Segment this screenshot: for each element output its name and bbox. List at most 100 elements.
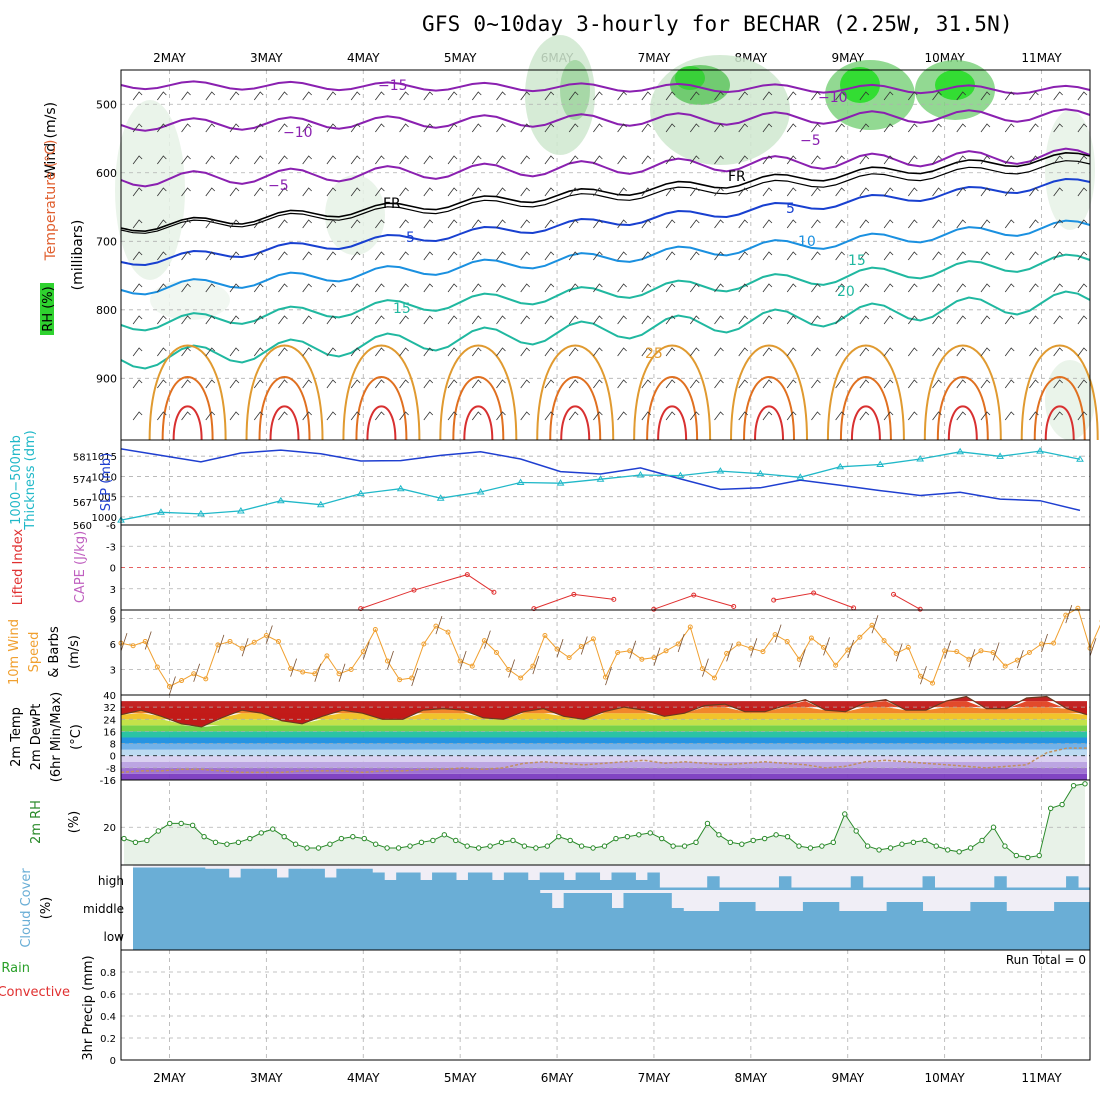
cloud-high <box>575 872 589 890</box>
wind-barb <box>568 187 579 197</box>
wind-barb <box>1004 187 1015 197</box>
wind-speed-marker <box>445 629 451 635</box>
temp-band <box>121 743 1087 750</box>
precip-tick-label: 0.4 <box>100 1012 116 1023</box>
wind-speed-marker <box>227 638 233 644</box>
wind-barb <box>278 283 288 293</box>
cloud-high <box>743 887 756 890</box>
wind-barb <box>471 315 482 325</box>
lifted-index-marker <box>531 606 537 612</box>
wind-barb <box>350 219 361 229</box>
wind-barb <box>835 283 845 293</box>
wind-speed-marker <box>1063 612 1069 618</box>
lifted-index-marker <box>464 572 470 578</box>
wind-barb <box>229 347 240 357</box>
isotherm-label-fr2: FR <box>728 169 746 185</box>
wind-barb <box>375 91 385 101</box>
cloud-high <box>1006 887 1019 890</box>
wind-barb <box>689 219 700 229</box>
temp-band <box>121 713 1087 727</box>
wind-speed-marker <box>433 623 439 629</box>
wind-barb <box>689 347 700 357</box>
wind-barb <box>1053 315 1063 325</box>
wind-barb <box>229 379 240 389</box>
surface-wind-barb <box>193 663 201 682</box>
wind-barb <box>471 411 482 421</box>
wind-barb <box>1004 123 1015 133</box>
wind-barb <box>157 347 167 357</box>
thickness-marker <box>1076 455 1084 462</box>
wind-barb <box>835 379 845 389</box>
wind-barb <box>883 187 894 197</box>
wind-barb <box>544 155 555 165</box>
wind-barb <box>423 347 434 357</box>
cloud-middle <box>623 893 636 920</box>
warm-contour <box>439 344 518 441</box>
wind-barb <box>302 155 312 165</box>
wind-barb <box>205 187 216 197</box>
li-tick-label: 3 <box>110 585 116 596</box>
rh-marker <box>1025 854 1031 861</box>
axis-label-2m-dewpt: 2m DewPt <box>29 704 44 771</box>
wind-barb <box>1053 91 1063 101</box>
wind-barb <box>593 219 603 229</box>
wind-speed-marker <box>288 666 294 672</box>
lifted-index-marker <box>571 591 577 597</box>
wind-barb <box>738 155 749 165</box>
wind-speed-marker <box>469 663 475 669</box>
rh-marker <box>727 839 734 846</box>
thickness-marker <box>756 469 765 477</box>
wind-barb <box>423 379 434 389</box>
thickness-marker <box>596 475 605 482</box>
wind-barb <box>617 251 627 261</box>
lifted-index-marker <box>411 587 417 593</box>
wind-barb <box>1004 347 1015 357</box>
wind-tick-label: 3 <box>110 666 116 677</box>
surface-wind-barb <box>483 630 491 649</box>
warm-contour <box>743 376 796 441</box>
rh-marker <box>590 845 596 851</box>
thickness-marker <box>436 494 445 501</box>
cloud-middle <box>479 890 493 920</box>
wind-barb <box>1004 219 1015 229</box>
cloud-middle <box>503 890 517 920</box>
cloud-high <box>396 872 409 890</box>
cloud-high <box>192 867 206 890</box>
surface-wind-barb <box>459 650 467 670</box>
wind-barb <box>907 379 918 389</box>
wind-barb <box>1077 379 1088 389</box>
wind-barb <box>253 187 264 197</box>
wind-barb <box>786 219 797 229</box>
wind-barb <box>229 251 240 261</box>
cloud-middle <box>659 893 672 920</box>
wind-barb <box>447 219 458 229</box>
wind-barb <box>1004 283 1015 293</box>
wind-barb <box>617 411 627 421</box>
wind-barb <box>593 379 603 389</box>
lifted-index-marker <box>891 591 897 597</box>
cloud-middle <box>886 902 900 920</box>
surface-wind-barb <box>387 650 394 670</box>
wind-barb <box>496 347 506 357</box>
wind-barb <box>883 91 894 101</box>
wind-speed-marker <box>154 664 160 670</box>
thickness-marker <box>316 500 325 508</box>
wind-barb <box>326 187 337 197</box>
lifted-index-line <box>533 593 614 610</box>
surface-wind-barb <box>241 638 249 657</box>
wind-barb <box>835 411 845 421</box>
cloud-middle <box>862 911 876 920</box>
date-label-bottom: 5MAY <box>444 1071 477 1085</box>
wind-barb <box>568 411 579 421</box>
wind-barb <box>520 411 530 421</box>
rh-marker <box>521 843 528 849</box>
wind-barb <box>932 91 942 101</box>
cloud-middle <box>922 911 935 920</box>
wind-barb <box>1053 251 1063 261</box>
cloud-high <box>790 887 804 890</box>
cloud-middle <box>300 890 313 920</box>
wind-barb <box>496 251 506 261</box>
wind-speed-marker <box>724 650 730 656</box>
wind-barb <box>302 283 312 293</box>
wind-barb <box>229 219 240 229</box>
